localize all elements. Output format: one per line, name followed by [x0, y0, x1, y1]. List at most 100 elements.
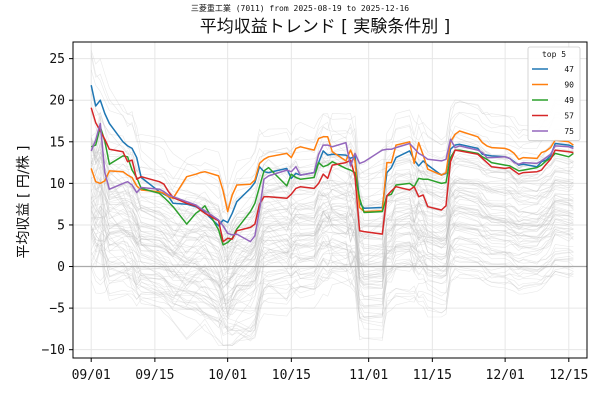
series-line-49: [90, 126, 574, 246]
background-series-line: [91, 141, 574, 277]
background-series-line: [90, 137, 574, 302]
plot-frame: [72, 41, 588, 359]
background-series-line: [90, 136, 574, 251]
background-series-line: [90, 180, 574, 240]
background-series-line: [90, 233, 574, 332]
series-line-90: [90, 130, 574, 213]
background-series-line: [90, 137, 574, 241]
legend-label-75: 75: [564, 127, 574, 136]
background-series-line: [90, 52, 574, 208]
background-series-line: [90, 155, 574, 274]
legend-title: top 5: [542, 50, 566, 59]
x-tick-label: 10/15: [272, 368, 311, 383]
background-series-line: [90, 188, 574, 331]
background-series-line: [90, 217, 574, 308]
background-series-line: [91, 151, 574, 290]
background-series-line: [90, 238, 574, 320]
x-tick-label: 11/15: [413, 368, 452, 383]
background-series-line: [91, 219, 574, 296]
background-series-line: [90, 147, 574, 300]
legend-label-57: 57: [564, 112, 574, 121]
background-series-line: [90, 176, 574, 288]
background-series-line: [90, 211, 574, 304]
y-tick-label: 10: [49, 177, 65, 192]
background-series-line: [90, 170, 574, 250]
x-tick-label: 11/01: [349, 368, 388, 383]
background-series-line: [90, 147, 574, 264]
background-series-line: [91, 181, 574, 305]
background-series-line: [91, 179, 574, 288]
x-tick-label: 12/01: [486, 368, 525, 383]
legend-label-90: 90: [564, 81, 574, 90]
background-series-line: [90, 164, 574, 329]
series-line-57: [90, 107, 574, 243]
background-series-line: [90, 206, 574, 346]
background-series-line: [90, 159, 574, 239]
background-series-line: [90, 233, 574, 342]
x-tick-label: 12/15: [549, 368, 588, 383]
background-series-line: [91, 205, 574, 281]
legend-label-49: 49: [564, 96, 574, 105]
background-series-line: [90, 198, 574, 263]
background-series-line: [90, 143, 574, 287]
background-series-line: [90, 189, 574, 312]
background-series-line: [90, 137, 574, 229]
background-series-line: [90, 159, 574, 304]
background-series-line: [91, 244, 574, 346]
background-series: [90, 50, 574, 346]
y-tick-label: 20: [49, 94, 65, 109]
x-tick-label: 09/01: [72, 368, 111, 383]
background-series-line: [90, 93, 574, 235]
background-series-line: [90, 146, 574, 231]
background-series-line: [90, 231, 574, 346]
background-series-line: [90, 165, 574, 274]
background-series-line: [90, 181, 574, 270]
background-series-line: [90, 55, 574, 214]
background-series-line: [90, 209, 574, 335]
background-series-line: [90, 171, 574, 280]
background-series-line: [91, 205, 574, 298]
x-tick-label: 10/01: [208, 368, 247, 383]
background-series-line: [91, 111, 574, 244]
chart-title: 平均収益トレンド [ 実験条件別 ]: [200, 17, 450, 37]
series-line-75: [90, 122, 574, 243]
background-series-line: [90, 176, 574, 308]
legend: top 5 47 90 49 57 75: [527, 46, 581, 141]
background-series-line: [90, 142, 574, 250]
legend-label-47: 47: [564, 65, 574, 74]
background-series-line: [90, 225, 574, 318]
background-series-line: [90, 187, 574, 267]
background-series-line: [90, 179, 574, 307]
background-series-line: [90, 233, 574, 327]
background-series-line: [90, 157, 574, 285]
background-series-line: [90, 225, 574, 337]
y-tick-label: 25: [49, 52, 65, 67]
background-series-line: [91, 155, 574, 264]
background-series-line: [91, 143, 574, 237]
background-series-line: [90, 238, 574, 338]
y-tick-label: 5: [57, 218, 65, 233]
background-series-line: [90, 50, 574, 199]
y-axis-ticks: −10 −5 0 5 10 15 20 25: [42, 52, 73, 358]
y-tick-label: 15: [49, 135, 65, 150]
y-tick-label: −10: [42, 343, 65, 358]
series-lines: [90, 85, 574, 246]
background-series-line: [90, 142, 574, 243]
x-tick-label: 09/15: [135, 368, 174, 383]
background-series-line: [90, 221, 574, 333]
background-series-line: [90, 191, 574, 278]
y-tick-label: 0: [57, 260, 65, 275]
background-series-line: [90, 177, 574, 297]
background-series-line: [90, 201, 574, 289]
x-axis-ticks: 09/01 09/15 10/01 10/15 11/01 11/15 12/01 12/15: [72, 358, 588, 383]
background-series-line: [90, 186, 574, 273]
background-series-line: [90, 141, 574, 280]
chart-supertitle: 三菱重工業 (7011) from 2025-08-19 to 2025-12-…: [191, 3, 409, 13]
background-series-line: [90, 216, 574, 291]
background-series-line: [90, 232, 574, 314]
background-series-line: [91, 246, 574, 346]
background-series-line: [90, 207, 574, 286]
background-series-line: [90, 144, 574, 252]
background-series-line: [90, 249, 574, 332]
